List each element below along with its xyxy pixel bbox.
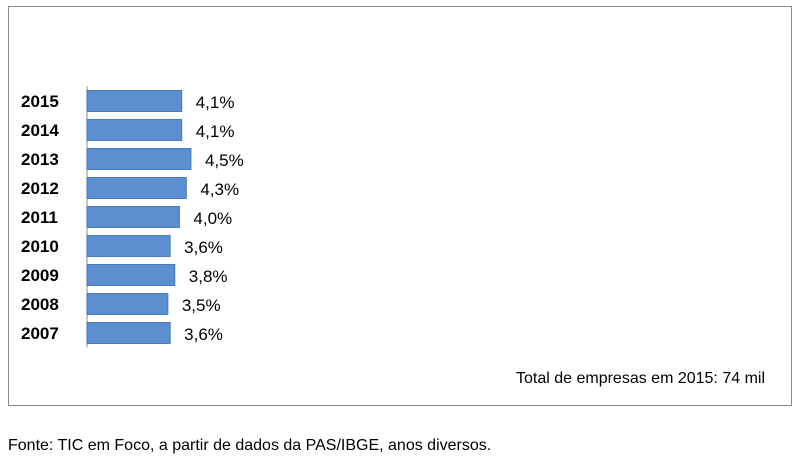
category-tick-label: 2013 xyxy=(21,150,59,169)
bar-chart: 2015 4,1% 2014 4,1% 2013 4,5% 2012 4,3% 2011 4,0%… xyxy=(21,86,244,348)
category-tick-label: 2011 xyxy=(21,208,58,227)
data-label: 4,0% xyxy=(193,209,232,228)
category-tick-label: 2014 xyxy=(21,121,59,140)
chart-frame: 2015 4,1% 2014 4,1% 2013 4,5% 2012 4,3% 2011 4,0%… xyxy=(8,6,792,406)
data-label: 4,5% xyxy=(205,151,244,170)
bar-2007 xyxy=(86,322,171,344)
data-label: 3,6% xyxy=(184,325,223,344)
bar-2009 xyxy=(86,264,176,286)
source-note: Fonte: TIC em Foco, a partir de dados da… xyxy=(8,437,492,454)
category-tick-label: 2007 xyxy=(21,324,59,343)
data-label: 4,1% xyxy=(196,122,235,141)
bar-2012 xyxy=(86,177,187,199)
category-tick-label: 2012 xyxy=(21,179,59,198)
bar-2015 xyxy=(86,90,183,112)
data-label: 3,5% xyxy=(182,296,221,315)
chart-note: Total de empresas em 2015: 74 mil xyxy=(515,370,765,387)
bar-2008 xyxy=(86,293,169,315)
bar-2011 xyxy=(86,206,180,228)
data-label: 4,1% xyxy=(196,93,235,112)
category-tick-label: 2008 xyxy=(21,295,59,314)
bar-2014 xyxy=(86,119,183,141)
bar-2013 xyxy=(86,148,192,170)
data-label: 4,3% xyxy=(200,180,239,199)
category-tick-label: 2009 xyxy=(21,266,59,285)
data-label: 3,8% xyxy=(189,267,228,286)
bar-2010 xyxy=(86,235,171,257)
data-label: 3,6% xyxy=(184,238,223,257)
category-tick-label: 2015 xyxy=(21,92,59,111)
category-tick-label: 2010 xyxy=(21,237,59,256)
